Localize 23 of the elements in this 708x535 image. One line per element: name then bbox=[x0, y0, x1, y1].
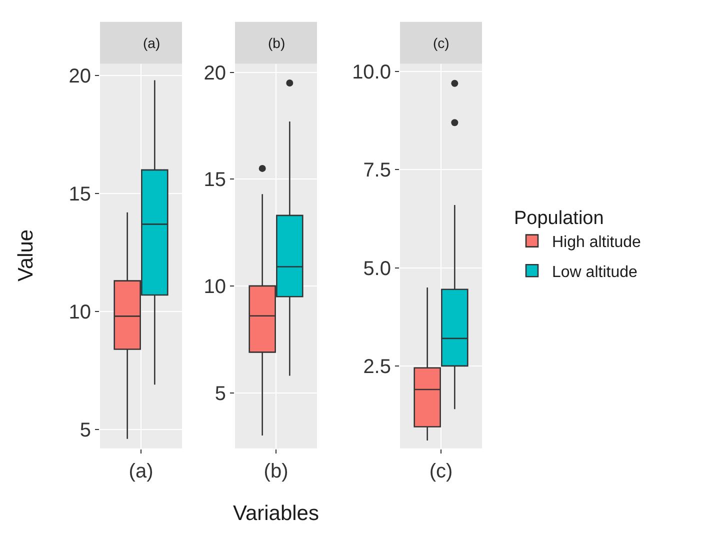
y-tick-label: 2.5 bbox=[363, 356, 391, 378]
y-tick-label: 5 bbox=[214, 382, 226, 405]
legend-label: Low altitude bbox=[552, 264, 638, 281]
y-tick-label: 15 bbox=[204, 169, 226, 192]
chart-title: (b) bbox=[268, 35, 286, 51]
y-tick-label: 20 bbox=[204, 62, 226, 84]
y-axis-title: Value bbox=[14, 229, 38, 282]
y-tick-label: 10 bbox=[68, 301, 91, 324]
chart-title: (c) bbox=[433, 35, 450, 51]
y-tick-label: 10.0 bbox=[352, 62, 391, 84]
y-tick-label: 7.5 bbox=[363, 160, 391, 182]
y-tick-label: 20 bbox=[68, 66, 91, 88]
legend-label: High altitude bbox=[552, 234, 642, 252]
chart-title: (a) bbox=[143, 35, 160, 51]
x-tick-label: (b) bbox=[264, 460, 288, 482]
y-tick-label: 10 bbox=[204, 276, 226, 298]
y-tick-label: 15 bbox=[68, 184, 91, 206]
y-tick-label: 5 bbox=[80, 419, 91, 442]
x-tick-label: (c) bbox=[429, 460, 453, 482]
y-tick-label: 5.0 bbox=[363, 258, 391, 280]
x-tick-label: (a) bbox=[128, 460, 154, 482]
x-axis-title: Variables bbox=[233, 502, 319, 525]
legend-title: Population bbox=[514, 208, 604, 229]
